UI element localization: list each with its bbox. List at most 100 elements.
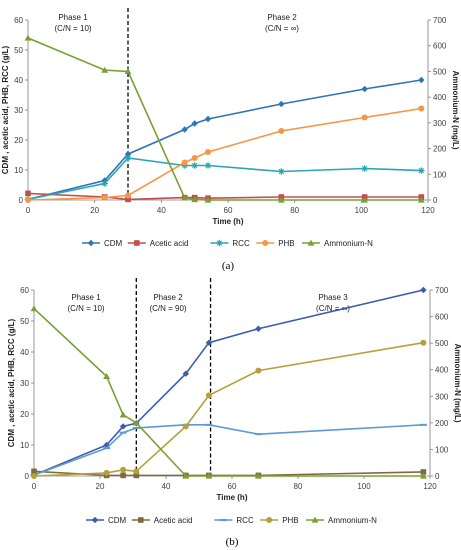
data-point <box>120 466 127 473</box>
x-axis-label: Time (h) <box>217 493 248 502</box>
x-tick-label: 0 <box>26 206 31 215</box>
x-tick-label: 20 <box>96 482 105 491</box>
data-point <box>205 149 211 155</box>
x-tick-label: 40 <box>162 482 171 491</box>
series-line <box>33 308 424 477</box>
data-point <box>191 120 198 127</box>
legend-item: PHB <box>260 516 299 525</box>
legend-item: Acetic acid <box>127 239 189 248</box>
y2-tick-label: 100 <box>435 445 449 454</box>
series-line <box>27 79 422 201</box>
y2-tick-label: 100 <box>433 170 447 179</box>
legend: CDM Acetic acid RCC PHB Ammonium-N <box>86 516 377 525</box>
x-tick-label: 120 <box>423 482 437 491</box>
data-point <box>418 76 425 84</box>
data-point <box>119 423 127 430</box>
data-point <box>24 34 32 41</box>
data-point <box>420 286 427 294</box>
panel-label: (a) <box>222 260 235 272</box>
phase-label: Phase 2 <box>267 13 297 22</box>
x-tick-label: 100 <box>355 206 369 215</box>
data-point <box>125 192 131 199</box>
legend-marker <box>307 239 315 246</box>
y2-tick-label: 500 <box>433 67 447 76</box>
data-point <box>103 469 110 476</box>
data-point <box>125 196 131 203</box>
y2-tick-label: 200 <box>433 145 447 154</box>
panel-label: (b) <box>226 536 239 548</box>
data-point <box>418 105 425 112</box>
y-tick-label: 30 <box>20 379 29 388</box>
legend-label: Acetic acid <box>150 239 189 248</box>
legend-item: Ammonium-N <box>302 239 373 248</box>
y2-tick-label: 400 <box>433 93 447 102</box>
data-point <box>361 196 369 203</box>
data-point <box>420 469 427 475</box>
y-tick-label: 10 <box>14 166 23 175</box>
data-point <box>255 367 262 374</box>
x-tick-label: 80 <box>290 206 299 215</box>
y-tick-label: 40 <box>14 76 23 85</box>
data-point <box>204 196 212 203</box>
data-point <box>361 165 368 172</box>
phase-condition-label: (C/N = ∞) <box>316 304 350 313</box>
phase-label: Phase 3 <box>318 293 348 302</box>
x-tick-label: 100 <box>357 482 371 491</box>
legend-marker <box>134 240 140 246</box>
legend-marker <box>138 517 144 523</box>
legend-item: RCC <box>214 516 254 525</box>
legend-label: PHB <box>278 239 294 248</box>
y2-tick-label: 300 <box>433 119 447 128</box>
series-rcc <box>30 423 427 477</box>
x-axis-label: Time (h) <box>213 217 244 226</box>
legend-marker <box>91 516 99 524</box>
data-point <box>133 472 140 479</box>
x-tick-label: 60 <box>228 482 237 491</box>
x-tick-label: 0 <box>32 482 37 491</box>
data-point <box>31 468 37 475</box>
data-point <box>278 168 285 175</box>
x-tick-label: 80 <box>294 482 303 491</box>
y-tick-label: 60 <box>20 286 29 295</box>
series-line <box>33 424 424 476</box>
y-tick-label: 50 <box>20 317 29 326</box>
data-point <box>181 194 189 201</box>
data-point <box>101 194 108 201</box>
data-point <box>30 305 38 312</box>
phase-label: Phase 1 <box>71 293 101 302</box>
legend-item: CDM <box>86 516 127 525</box>
data-point <box>120 472 126 479</box>
phase-label: Phase 2 <box>153 293 183 302</box>
data-point <box>205 339 213 346</box>
y-tick-label: 60 <box>14 16 23 25</box>
y-tick-label: 50 <box>14 46 23 55</box>
phase-condition-label: (C/N = ∞) <box>265 24 299 33</box>
data-point <box>25 190 31 197</box>
data-point <box>278 100 285 108</box>
data-point <box>204 115 212 123</box>
legend-item: PHB <box>256 239 295 248</box>
y2-tick-label: 500 <box>435 339 449 348</box>
y2-tick-label: 700 <box>433 16 447 25</box>
y2-tick-label: 600 <box>433 42 447 51</box>
data-point <box>255 325 262 332</box>
data-point <box>361 85 368 93</box>
legend-label: RCC <box>232 239 250 248</box>
legend-label: Ammonium-N <box>324 239 373 248</box>
data-point <box>191 155 198 161</box>
x-tick-label: 20 <box>90 206 99 215</box>
y2-tick-label: 0 <box>433 196 438 205</box>
y-tick-label: 10 <box>20 441 29 450</box>
legend-marker <box>311 516 319 523</box>
y-axis-label: CDM , acetic acid, PHB, RCC (g/L) <box>1 45 10 174</box>
data-point <box>205 392 212 399</box>
data-point <box>278 128 285 134</box>
legend: CDM Acetic acid RCC PHB Ammonium-N <box>82 239 373 248</box>
chart-panel-a: 0 20 40 60 80 100 1200102030405060010020030040… <box>1 8 460 272</box>
series-line <box>27 157 422 201</box>
phase-condition-label: (C/N = 90) <box>149 304 186 313</box>
data-point <box>103 372 110 379</box>
series-cdm <box>30 286 427 479</box>
data-point <box>255 472 262 479</box>
chart-panel-b: 0 20 40 60 80 100 1200102030405060010020030040… <box>7 278 461 548</box>
